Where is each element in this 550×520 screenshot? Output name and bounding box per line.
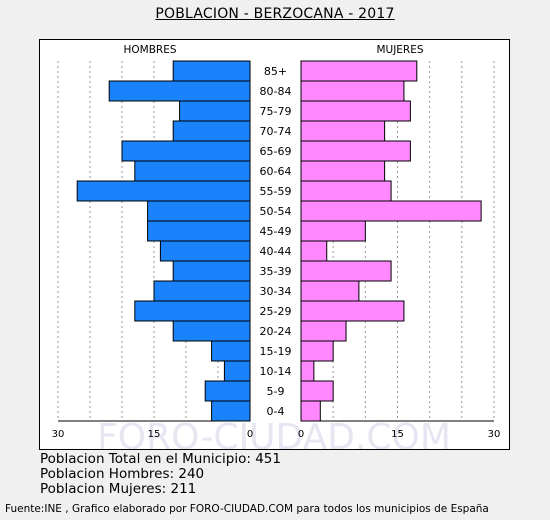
bar-men [134, 160, 251, 182]
bar-women [300, 180, 392, 202]
age-label: 50-54 [260, 205, 292, 218]
bar-men [121, 140, 251, 162]
chart-frame: FORO-CIUDAD.COM HOMBRES MUJERES 85+ 80-84 75-… [39, 39, 510, 450]
age-label: 85+ [264, 65, 287, 78]
bar-men [172, 60, 251, 82]
age-label: 15-19 [260, 345, 292, 358]
page-title: POBLACION - BERZOCANA - 2017 [155, 6, 395, 22]
bar-men [223, 360, 251, 382]
stat-women: Poblacion Mujeres: 211 [40, 481, 197, 497]
bar-men [76, 180, 251, 202]
bar-women [300, 400, 321, 422]
watermark: FORO-CIUDAD.COM [97, 417, 451, 449]
bar-women [300, 140, 411, 162]
tick-label-men: 30 [52, 429, 65, 440]
age-label: 25-29 [260, 305, 292, 318]
tick-label-women: 15 [391, 429, 404, 440]
source-note: Fuente:INE , Grafico elaborado por FORO-… [5, 503, 489, 515]
bar-women [300, 220, 366, 242]
population-pyramid: FORO-CIUDAD.COM HOMBRES MUJERES 85+ 80-84 75-… [52, 44, 501, 449]
bar-women [300, 100, 411, 122]
bar-women [300, 160, 386, 182]
age-label: 75-79 [260, 105, 292, 118]
tick-label-men: 0 [247, 429, 253, 440]
age-label: 10-14 [260, 365, 292, 378]
bar-women [300, 280, 360, 302]
stat-total: Poblacion Total en el Municipio: 451 [40, 451, 281, 467]
age-label: 55-59 [260, 185, 292, 198]
tick-label-women: 0 [298, 429, 304, 440]
tick-label-men: 15 [148, 429, 161, 440]
bar-men [211, 400, 251, 422]
stats-block: Poblacion Total en el Municipio: 451 Pob… [40, 452, 281, 497]
bar-men [211, 340, 251, 362]
bar-men [172, 320, 251, 342]
age-label: 20-24 [260, 325, 292, 338]
bar-women [300, 360, 315, 382]
bar-men [147, 220, 251, 242]
age-label: 5-9 [267, 385, 285, 398]
bar-women [300, 240, 328, 262]
bar-men [204, 380, 251, 402]
bar-men [147, 200, 251, 222]
age-label: 80-84 [260, 85, 292, 98]
tick-label-women: 30 [488, 429, 501, 440]
age-label: 45-49 [260, 225, 292, 238]
women-header: MUJERES [376, 44, 423, 56]
age-label: 40-44 [260, 245, 292, 258]
age-label: 0-4 [267, 405, 285, 418]
bar-women [300, 120, 386, 142]
bar-men [172, 260, 251, 282]
stat-men: Poblacion Hombres: 240 [40, 466, 205, 482]
age-label: 70-74 [260, 125, 292, 138]
bar-men [134, 300, 251, 322]
bar-men [159, 240, 251, 262]
bar-women [300, 340, 334, 362]
bar-men [179, 100, 251, 122]
age-label: 65-69 [260, 145, 292, 158]
bar-men [172, 120, 251, 142]
bar-women [300, 320, 347, 342]
bar-men [108, 80, 251, 102]
age-label: 35-39 [260, 265, 292, 278]
bar-women [300, 260, 392, 282]
bar-women [300, 60, 418, 82]
bar-women [300, 200, 482, 222]
bar-women [300, 300, 405, 322]
age-label: 30-34 [260, 285, 292, 298]
men-header: HOMBRES [123, 44, 176, 56]
bar-women [300, 80, 405, 102]
bar-men [153, 280, 251, 302]
age-label: 60-64 [260, 165, 292, 178]
bar-women [300, 380, 334, 402]
